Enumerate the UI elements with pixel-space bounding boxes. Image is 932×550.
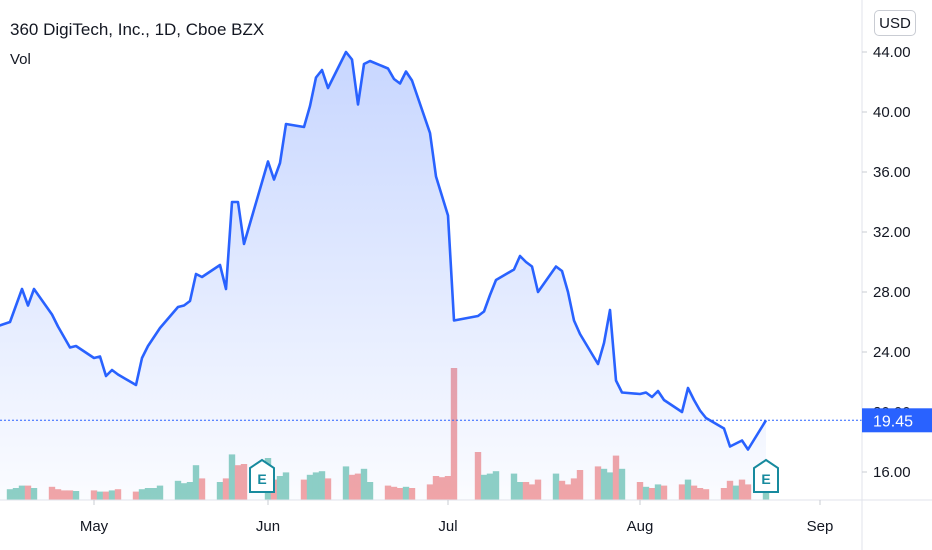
earnings-label: E: [257, 471, 266, 487]
earnings-marker[interactable]: E: [249, 458, 275, 493]
y-tick-label: 36.00: [873, 164, 911, 181]
y-tick-label: 28.00: [873, 284, 911, 301]
x-axis-ticks: May Jun Jul Aug Sep: [80, 500, 834, 535]
x-tick-label: May: [80, 518, 109, 535]
y-tick-label: 32.00: [873, 224, 911, 241]
earnings-marker[interactable]: E: [753, 458, 779, 493]
y-tick-label: 24.00: [873, 344, 911, 361]
earnings-label: E: [761, 471, 770, 487]
chart-title: 360 DigiTech, Inc., 1D, Cboe BZX: [10, 20, 265, 39]
last-price-tag: 19.45: [862, 408, 932, 433]
volume-label: Vol: [10, 51, 31, 68]
x-tick-label: Sep: [807, 518, 834, 535]
price-line: [0, 50, 768, 451]
y-tick-label: 40.00: [873, 104, 911, 121]
x-tick-label: Jul: [438, 518, 457, 535]
y-tick-label: 44.00: [873, 44, 911, 61]
last-price-label: 19.45: [873, 413, 913, 430]
x-tick-label: Jun: [256, 518, 280, 535]
price-area-fill: [0, 52, 766, 500]
x-tick-label: Aug: [627, 518, 654, 535]
y-tick-label: 16.00: [873, 464, 911, 481]
currency-button[interactable]: USD: [874, 10, 916, 36]
